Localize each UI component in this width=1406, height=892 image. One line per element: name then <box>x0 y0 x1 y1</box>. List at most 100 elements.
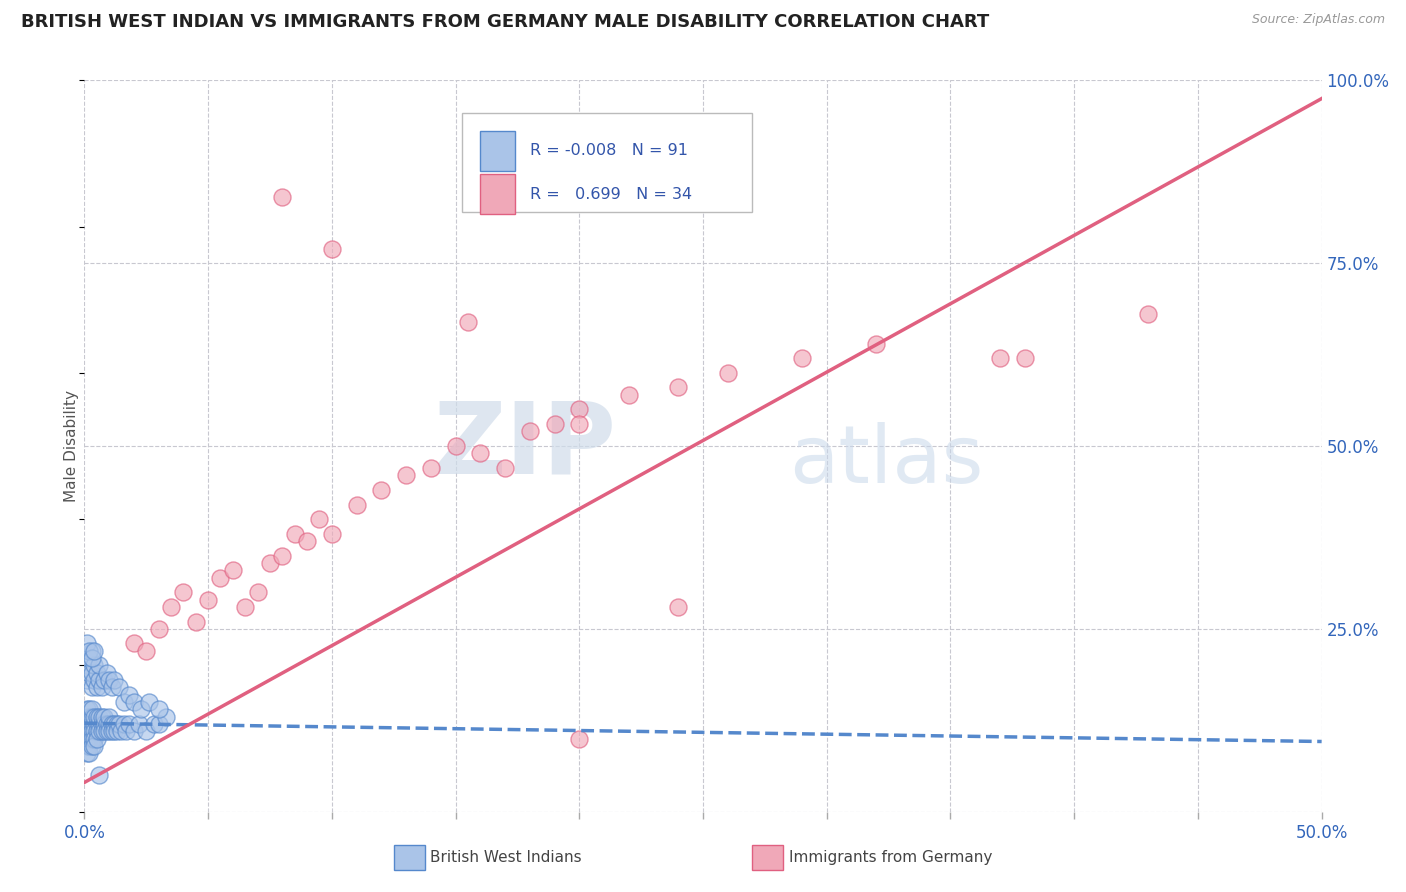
Point <box>494 461 516 475</box>
Point <box>90 717 112 731</box>
Y-axis label: Male Disability: Male Disability <box>63 390 79 502</box>
Text: Source: ZipAtlas.com: Source: ZipAtlas.com <box>1251 13 1385 27</box>
Point <box>96 665 118 680</box>
Point <box>76 709 98 723</box>
Point <box>89 673 111 687</box>
Point <box>148 702 170 716</box>
Point <box>118 717 141 731</box>
Point <box>148 622 170 636</box>
FancyBboxPatch shape <box>461 113 752 212</box>
Point <box>135 644 157 658</box>
Text: ZIP: ZIP <box>433 398 616 494</box>
Point <box>83 724 105 739</box>
Point <box>148 717 170 731</box>
Point <box>76 702 98 716</box>
Point <box>271 549 294 563</box>
Point <box>98 724 121 739</box>
Point <box>138 695 160 709</box>
Point <box>1137 307 1160 321</box>
Point <box>89 709 111 723</box>
Point <box>83 739 105 753</box>
Point <box>568 402 591 417</box>
Point <box>89 717 111 731</box>
Point <box>79 724 101 739</box>
Point <box>86 724 108 739</box>
Point <box>519 425 541 439</box>
Point <box>108 717 131 731</box>
Text: R = -0.008   N = 91: R = -0.008 N = 91 <box>530 144 688 158</box>
Point <box>86 717 108 731</box>
Point <box>233 599 256 614</box>
Point <box>93 724 115 739</box>
Point <box>790 351 813 366</box>
Point <box>80 709 103 723</box>
Text: R =   0.699   N = 34: R = 0.699 N = 34 <box>530 186 692 202</box>
Point <box>80 665 103 680</box>
Point <box>284 526 307 541</box>
Point <box>470 446 492 460</box>
Point <box>76 636 98 650</box>
Point <box>79 709 101 723</box>
Point <box>100 724 122 739</box>
Point <box>103 673 125 687</box>
Point <box>271 190 294 204</box>
Point <box>419 461 441 475</box>
Point <box>89 768 111 782</box>
Point <box>76 746 98 760</box>
Point <box>80 702 103 716</box>
Point <box>79 739 101 753</box>
Point <box>79 746 101 760</box>
Point <box>543 417 565 431</box>
Text: atlas: atlas <box>790 422 984 500</box>
Point <box>96 717 118 731</box>
Point <box>321 242 343 256</box>
Point <box>135 724 157 739</box>
Point <box>568 417 591 431</box>
Point <box>93 673 115 687</box>
Point <box>86 731 108 746</box>
Point <box>83 709 105 723</box>
Point <box>321 526 343 541</box>
Point <box>105 724 128 739</box>
Point <box>222 563 245 577</box>
Point <box>209 571 232 585</box>
Point <box>184 615 207 629</box>
Point <box>128 717 150 731</box>
Point <box>79 651 101 665</box>
Point <box>100 681 122 695</box>
Point <box>76 724 98 739</box>
Point <box>80 739 103 753</box>
Point <box>370 483 392 497</box>
FancyBboxPatch shape <box>481 130 515 171</box>
Point <box>76 731 98 746</box>
Point <box>1014 351 1036 366</box>
Point <box>93 709 115 723</box>
Point <box>98 709 121 723</box>
Point <box>295 534 318 549</box>
Point <box>457 315 479 329</box>
Point <box>395 468 418 483</box>
Point <box>308 512 330 526</box>
Point <box>112 695 135 709</box>
Point <box>80 731 103 746</box>
Point <box>80 651 103 665</box>
Point <box>98 717 121 731</box>
Point <box>118 688 141 702</box>
Point <box>90 709 112 723</box>
Point <box>115 724 138 739</box>
Text: Immigrants from Germany: Immigrants from Germany <box>789 850 993 864</box>
Point <box>160 599 183 614</box>
Point <box>444 439 467 453</box>
Point <box>259 556 281 570</box>
Point <box>717 366 740 380</box>
Point <box>142 717 165 731</box>
Point <box>79 665 101 680</box>
Point <box>129 702 152 716</box>
Point <box>80 644 103 658</box>
Point <box>76 658 98 673</box>
Point <box>110 724 132 739</box>
Point <box>83 731 105 746</box>
Point <box>83 658 105 673</box>
Point <box>86 709 108 723</box>
Point <box>90 724 112 739</box>
